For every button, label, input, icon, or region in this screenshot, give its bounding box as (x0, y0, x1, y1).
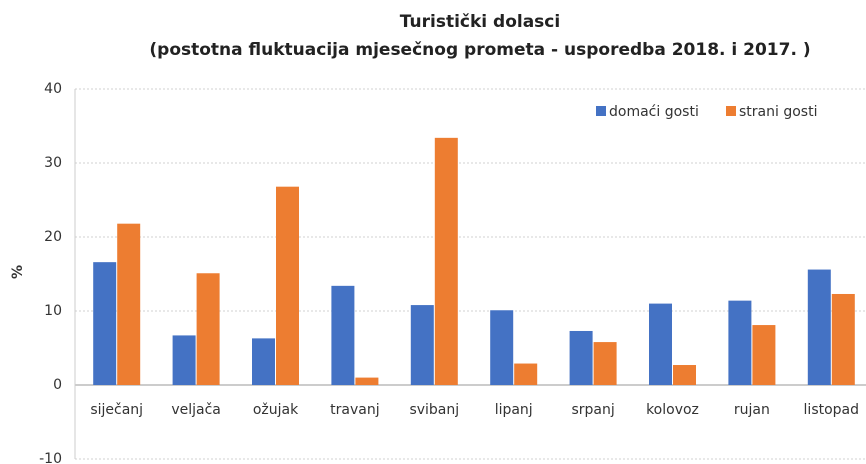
bar (514, 363, 538, 385)
x-tick-label: kolovoz (646, 402, 699, 418)
legend-swatch (596, 106, 606, 116)
bar (331, 285, 355, 385)
bar (196, 273, 220, 385)
y-tick-label: 10 (44, 303, 62, 319)
bar (276, 186, 299, 385)
bar (728, 300, 752, 385)
bar (93, 262, 117, 385)
y-tick-label: -10 (39, 451, 62, 464)
chart-title: Turistički dolasci (400, 12, 560, 32)
bar (252, 338, 275, 385)
bar (649, 303, 672, 385)
chart-subtitle: (postotna fluktuacija mjesečnog prometa … (149, 40, 810, 60)
bar (172, 335, 196, 385)
bar (355, 377, 379, 385)
y-tick-label: 0 (53, 377, 62, 393)
x-tick-label: siječanj (90, 402, 143, 418)
bar (410, 305, 434, 385)
y-tick-label: 20 (44, 229, 62, 245)
x-tick-label: rujan (734, 402, 770, 418)
x-tick-label: svibanj (409, 402, 459, 418)
x-tick-label: lipanj (495, 402, 533, 418)
bar (831, 293, 855, 385)
x-tick-label: srpanj (571, 402, 614, 418)
y-tick-label: 30 (44, 155, 62, 171)
y-tick-label: 40 (44, 81, 62, 97)
y-axis-label: % (10, 265, 26, 279)
x-tick-label: veljača (171, 402, 221, 418)
bar (117, 223, 141, 385)
bar (593, 342, 617, 385)
bar (673, 365, 696, 385)
bar (434, 137, 458, 385)
bar (569, 330, 593, 385)
bar (807, 269, 831, 385)
bar (752, 325, 776, 385)
x-tick-label: ožujak (253, 402, 299, 418)
legend-label: domaći gosti (609, 104, 699, 120)
x-tick-label: travanj (330, 402, 379, 418)
bar (490, 310, 514, 385)
legend-swatch (726, 106, 736, 116)
x-tick-label: listopad (804, 402, 859, 418)
legend-label: strani gosti (739, 104, 817, 120)
